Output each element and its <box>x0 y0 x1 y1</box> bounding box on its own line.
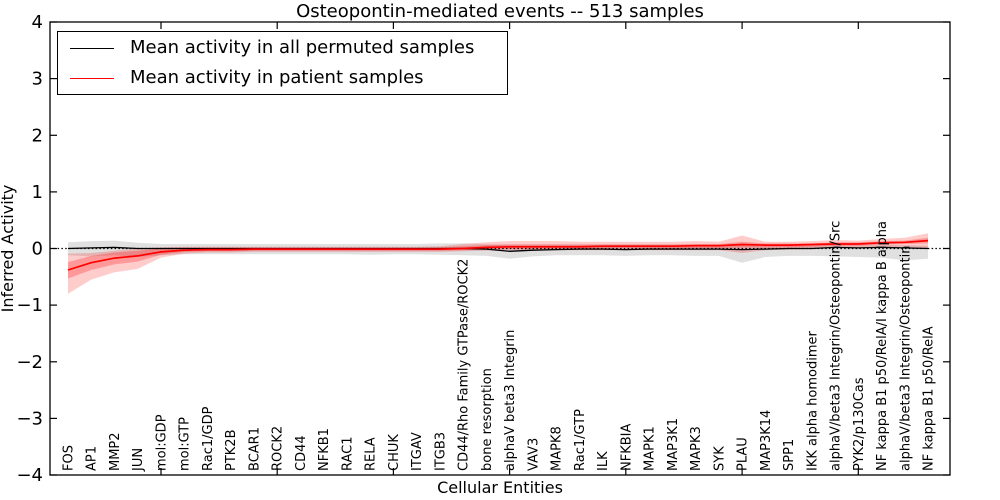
x-category-label: RELA <box>364 437 379 471</box>
x-category-label: Rac1/GDP <box>201 406 216 471</box>
x-category-label: mol:GTP <box>178 417 193 471</box>
x-category-label: mol:GDP <box>155 414 170 471</box>
x-category-label: PTK2B <box>224 430 239 472</box>
x-category-label: VAV3 <box>526 438 541 471</box>
x-category-label: NF kappa B1 p50/RelA/I kappa B alpha <box>875 221 890 471</box>
y-tick-label: 4 <box>32 12 43 33</box>
x-category-label: SYK <box>712 446 727 471</box>
x-category-label: AP1 <box>85 446 100 471</box>
y-tick-label: −2 <box>16 352 43 373</box>
y-tick-label: 0 <box>32 239 43 260</box>
x-category-label: ROCK2 <box>271 426 286 471</box>
x-category-label: MMP2 <box>108 432 123 471</box>
x-category-label: MAPK1 <box>643 426 658 471</box>
x-category-label: ILK <box>596 451 611 471</box>
chart-title: Osteopontin-mediated events -- 513 sampl… <box>296 1 704 22</box>
x-category-label: BCAR1 <box>247 427 262 471</box>
y-tick-label: 3 <box>32 69 43 90</box>
x-category-label: Rac1/GTP <box>573 409 588 471</box>
x-category-label: PLAU <box>736 437 751 471</box>
y-tick-label: −1 <box>16 295 43 316</box>
patient-band-outer <box>68 233 928 294</box>
legend: Mean activity in all permuted samples Me… <box>57 31 508 95</box>
x-category-label: IKK alpha homodimer <box>805 330 820 471</box>
legend-line-sample-patient <box>70 77 114 79</box>
x-category-label: alphaV/beta3 Integrin/Osteopontin/Src <box>829 221 844 471</box>
patient-mean-line <box>67 239 929 271</box>
y-tick-label: 2 <box>32 125 43 146</box>
x-category-label: MAPK8 <box>550 426 565 471</box>
x-category-label: RAC1 <box>340 436 355 471</box>
x-category-label: PYK2/p130Cas <box>852 377 867 471</box>
legend-item-patient: Mean activity in patient samples <box>70 64 507 92</box>
legend-item-label: Mean activity in all permuted samples <box>130 37 475 58</box>
x-category-label: CD44/Rho Family GTPase/ROCK2 <box>457 259 472 471</box>
permuted-mean-line <box>67 246 929 252</box>
x-category-label: ITGB3 <box>433 432 448 471</box>
x-category-label: bone resorption <box>480 368 495 471</box>
y-axis-label: Inferred Activity <box>0 185 17 313</box>
x-category-label: alphaV/beta3 Integrin/Osteopontin <box>898 246 913 471</box>
x-category-label: SPP1 <box>782 439 797 471</box>
x-category-label: NFKBIA <box>619 424 634 471</box>
y-tick-label: 1 <box>32 182 43 203</box>
x-category-label: CHUK <box>387 434 402 471</box>
legend-item-permuted: Mean activity in all permuted samples <box>70 34 507 62</box>
legend-line-sample-permuted <box>70 47 114 49</box>
x-category-label: MAPK3 <box>689 426 704 471</box>
x-axis-label: Cellular Entities <box>437 478 563 497</box>
x-category-label: CD44 <box>294 435 309 471</box>
x-category-label: MAP3K14 <box>759 410 774 471</box>
x-category-label: alphaV beta3 Integrin <box>503 330 518 471</box>
x-category-label: NFKB1 <box>317 428 332 471</box>
legend-item-label: Mean activity in patient samples <box>130 67 424 88</box>
x-category-label: NF kappa B1 p50/RelA <box>922 326 937 471</box>
x-category-label: JUN <box>131 448 146 472</box>
x-category-label: MAP3K1 <box>666 418 681 471</box>
y-tick-label: −3 <box>16 408 43 429</box>
y-tick-label: −4 <box>16 465 43 486</box>
x-category-label: FOS <box>62 445 77 471</box>
x-category-label: ITGAV <box>410 432 425 471</box>
